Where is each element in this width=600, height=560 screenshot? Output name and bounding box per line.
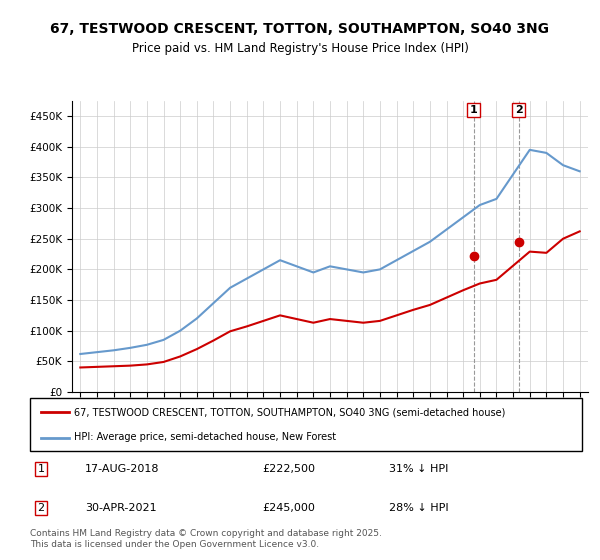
Text: 28% ↓ HPI: 28% ↓ HPI (389, 503, 448, 513)
Text: HPI: Average price, semi-detached house, New Forest: HPI: Average price, semi-detached house,… (74, 432, 336, 442)
Text: 1: 1 (470, 105, 478, 115)
Text: £245,000: £245,000 (262, 503, 315, 513)
Text: 31% ↓ HPI: 31% ↓ HPI (389, 464, 448, 474)
Text: 30-APR-2021: 30-APR-2021 (85, 503, 157, 513)
Text: 1: 1 (38, 464, 44, 474)
Text: Contains HM Land Registry data © Crown copyright and database right 2025.
This d: Contains HM Land Registry data © Crown c… (30, 529, 382, 549)
Text: 2: 2 (515, 105, 523, 115)
Text: £222,500: £222,500 (262, 464, 315, 474)
Text: 17-AUG-2018: 17-AUG-2018 (85, 464, 160, 474)
FancyBboxPatch shape (30, 398, 582, 451)
Text: 67, TESTWOOD CRESCENT, TOTTON, SOUTHAMPTON, SO40 3NG (semi-detached house): 67, TESTWOOD CRESCENT, TOTTON, SOUTHAMPT… (74, 408, 506, 418)
Text: 2: 2 (37, 503, 44, 513)
Text: 67, TESTWOOD CRESCENT, TOTTON, SOUTHAMPTON, SO40 3NG: 67, TESTWOOD CRESCENT, TOTTON, SOUTHAMPT… (50, 22, 550, 36)
Text: Price paid vs. HM Land Registry's House Price Index (HPI): Price paid vs. HM Land Registry's House … (131, 42, 469, 55)
